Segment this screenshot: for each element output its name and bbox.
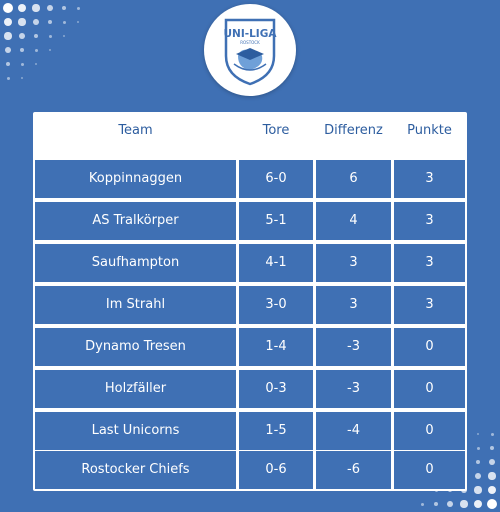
team-cell: Saufhampton (35, 244, 236, 282)
decor-dot (475, 473, 481, 479)
decor-dot (47, 5, 53, 11)
differenz-cell: -6 (316, 451, 391, 489)
punkte-cell: 3 (394, 244, 465, 282)
header-team: Team (118, 123, 153, 138)
tore-cell: 1-5 (239, 412, 313, 450)
decor-dot (21, 77, 23, 79)
logo-subtitle: ROSTOCK (240, 40, 260, 45)
decor-dot (488, 472, 496, 480)
header-differenz: Differenz (324, 123, 383, 138)
decor-dot (18, 18, 26, 26)
decor-dot (477, 433, 479, 435)
team-cell: Last Unicorns (35, 412, 236, 450)
differenz-cell: -4 (316, 412, 391, 450)
punkte-cell: 0 (394, 328, 465, 366)
team-cell: Dynamo Tresen (35, 328, 236, 366)
differenz-cell: 6 (316, 160, 391, 198)
decor-dot (4, 32, 12, 40)
decor-dot (20, 62, 24, 66)
decor-dot (19, 47, 25, 53)
decor-dot (49, 49, 51, 51)
table-row: AS Tralkörper 5-1 4 3 (35, 202, 465, 240)
decor-dot (76, 6, 80, 10)
tore-cell: 5-1 (239, 202, 313, 240)
decor-dot (474, 486, 482, 494)
punkte-cell: 0 (394, 412, 465, 450)
decor-dot (47, 19, 53, 25)
shield-icon: UNI-LIGA ROSTOCK (224, 18, 278, 86)
decor-dot (489, 445, 495, 451)
table-row: Holzfäller 0-3 -3 0 (35, 370, 465, 408)
table-row: Saufhampton 4-1 3 3 (35, 244, 465, 282)
decor-dot (460, 500, 468, 508)
differenz-cell: -3 (316, 328, 391, 366)
decor-dot (35, 63, 37, 65)
decor-dot (487, 499, 497, 509)
decor-dot (6, 76, 10, 80)
decor-dot (476, 446, 480, 450)
league-logo: UNI-LIGA ROSTOCK (204, 4, 296, 96)
tore-cell: 0-3 (239, 370, 313, 408)
tore-cell: 1-4 (239, 328, 313, 366)
decor-dot (32, 4, 40, 12)
punkte-cell: 3 (394, 286, 465, 324)
table-row: Last Unicorns 1-5 -4 0 (35, 412, 465, 450)
decor-dot (19, 33, 25, 39)
table-row: Im Strahl 3-0 3 3 (35, 286, 465, 324)
header-tore: Tore (262, 123, 290, 138)
punkte-cell: 3 (394, 160, 465, 198)
standings-table: Team Tore Differenz Punkte Koppinnaggen … (33, 112, 467, 491)
punkte-cell: 0 (394, 451, 465, 489)
tore-cell: 4-1 (239, 244, 313, 282)
decor-dot (62, 20, 66, 24)
decor-dot (3, 17, 13, 27)
decor-dot (33, 33, 39, 39)
decor-dot (5, 47, 11, 53)
punkte-cell: 3 (394, 202, 465, 240)
decor-dot (63, 35, 65, 37)
decor-dot (447, 501, 453, 507)
decor-dot (34, 48, 38, 52)
header-punkte: Punkte (407, 123, 452, 138)
team-cell: Rostocker Chiefs (35, 451, 236, 489)
table-header: Team Tore Differenz Punkte (33, 112, 467, 158)
decor-dot (17, 3, 27, 13)
logo-title: UNI-LIGA (224, 28, 278, 40)
differenz-cell: 4 (316, 202, 391, 240)
team-cell: Holzfäller (35, 370, 236, 408)
decor-dot (3, 3, 13, 13)
table-row: Rostocker Chiefs 0-6 -6 0 (35, 451, 465, 489)
decor-dot (48, 34, 52, 38)
tore-cell: 3-0 (239, 286, 313, 324)
decor-dot (475, 459, 481, 465)
team-cell: AS Tralkörper (35, 202, 236, 240)
decor-dot (33, 19, 39, 25)
punkte-cell: 0 (394, 370, 465, 408)
table-row: Dynamo Tresen 1-4 -3 0 (35, 328, 465, 366)
team-cell: Koppinnaggen (35, 160, 236, 198)
decor-dot (489, 459, 495, 465)
team-cell: Im Strahl (35, 286, 236, 324)
decor-dot (433, 501, 439, 507)
differenz-cell: -3 (316, 370, 391, 408)
differenz-cell: 3 (316, 286, 391, 324)
tore-cell: 6-0 (239, 160, 313, 198)
decor-dot (420, 502, 424, 506)
differenz-cell: 3 (316, 244, 391, 282)
decor-dot (487, 485, 497, 495)
decor-dot (473, 499, 483, 509)
decor-dot (77, 21, 79, 23)
decor-dot (490, 432, 494, 436)
table-row: Koppinnaggen 6-0 6 3 (35, 160, 465, 198)
decor-dot (5, 61, 11, 67)
tore-cell: 0-6 (239, 451, 313, 489)
decor-dot (61, 5, 67, 11)
